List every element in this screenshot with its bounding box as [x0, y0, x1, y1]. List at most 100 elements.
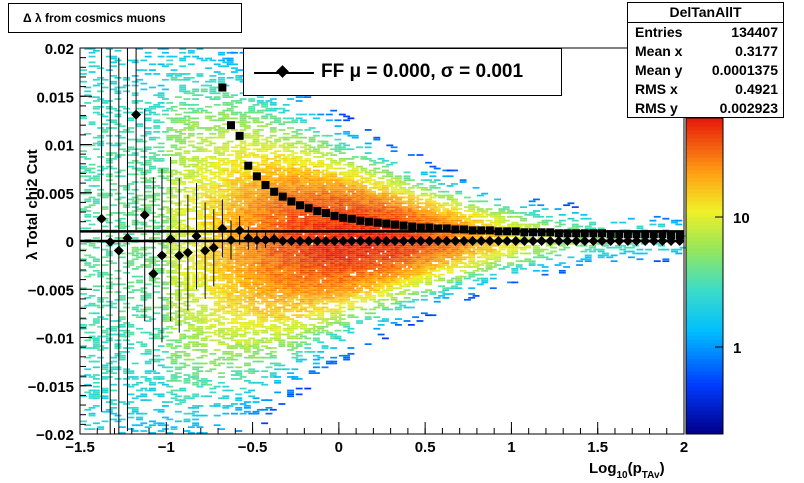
heatmap-cell	[213, 148, 221, 151]
heatmap-cell	[274, 258, 282, 261]
heatmap-cell	[213, 212, 221, 214]
heatmap-cell	[338, 295, 346, 297]
heatmap-cell	[351, 246, 359, 249]
heatmap-cell	[157, 167, 165, 170]
heatmap-cell	[269, 281, 277, 284]
heatmap-cell	[347, 210, 355, 212]
heatmap-cell	[304, 300, 312, 303]
heatmap-cell	[166, 269, 174, 272]
heatmap-cell	[239, 152, 247, 154]
heatmap-cell	[239, 119, 247, 122]
heatmap-cell	[88, 65, 96, 68]
heatmap-cell	[282, 142, 290, 145]
heatmap-cell	[282, 275, 290, 278]
heatmap-cell	[187, 376, 195, 378]
heatmap-cell	[317, 295, 325, 297]
heatmap-cell	[209, 156, 217, 158]
heatmap-cell	[80, 73, 87, 75]
heatmap-cell	[278, 341, 286, 344]
heatmap-cell	[200, 185, 208, 187]
heatmap-cell	[200, 254, 208, 257]
heatmap-cell	[261, 158, 269, 160]
heatmap-cell	[218, 146, 225, 149]
heatmap-cell	[312, 183, 320, 185]
heatmap-cell	[235, 393, 243, 396]
heatmap-cell	[256, 198, 264, 201]
heatmap-cell	[114, 142, 122, 145]
heatmap-cell	[274, 320, 282, 322]
heatmap-cell	[196, 264, 204, 266]
heatmap-cell	[114, 343, 122, 346]
heatmap-cell	[269, 173, 277, 176]
heatmap-cell	[118, 310, 126, 313]
heatmap-cell	[304, 279, 312, 282]
heatmap-cell	[287, 285, 294, 288]
heatmap-cell	[170, 73, 178, 75]
heatmap-cell	[200, 260, 208, 263]
heatmap-cell	[140, 296, 148, 299]
heatmap-cell	[304, 148, 312, 151]
heatmap-cell	[114, 175, 122, 178]
heatmap-cell	[105, 213, 113, 216]
heatmap-cell	[174, 264, 182, 266]
heatmap-cell	[235, 221, 243, 224]
heatmap-cell	[222, 358, 230, 361]
heatmap-cell	[153, 285, 161, 288]
heatmap-cell	[209, 271, 217, 274]
heatmap-cell	[312, 252, 320, 255]
heatmap-cell	[274, 242, 282, 245]
heatmap-cell	[252, 295, 260, 297]
heatmap-cell	[183, 312, 191, 315]
heatmap-cell	[334, 204, 342, 207]
heatmap-cell	[196, 185, 204, 187]
heatmap-cell	[170, 159, 178, 162]
heatmap-cell	[222, 103, 230, 106]
heatmap-cell	[334, 287, 342, 290]
heatmap-cell	[330, 268, 338, 270]
heatmap-cell	[291, 250, 299, 253]
heatmap-cell	[218, 341, 225, 344]
heatmap-cell	[196, 221, 204, 224]
heatmap-cell	[291, 179, 299, 181]
heatmap-cell	[196, 432, 204, 434]
heatmap-cell	[187, 198, 195, 201]
heatmap-cell	[179, 246, 187, 249]
heatmap-cell	[226, 405, 234, 407]
heatmap-cell	[235, 181, 243, 183]
heatmap-cell	[174, 389, 182, 392]
heatmap-cell	[364, 312, 372, 315]
heatmap-cell	[114, 345, 122, 347]
heatmap-cell	[179, 90, 187, 93]
heatmap-cell	[222, 142, 230, 145]
heatmap-cell	[218, 291, 225, 293]
heatmap-cell	[261, 179, 269, 181]
heatmap-cell	[226, 254, 234, 257]
heatmap-cell	[304, 233, 312, 236]
heatmap-cell	[153, 393, 161, 396]
heatmap-cell	[196, 283, 204, 286]
heatmap-cell	[248, 254, 256, 257]
heatmap-cell	[213, 217, 221, 220]
heatmap-cell	[92, 185, 100, 187]
heatmap-cell	[261, 345, 269, 347]
heatmap-cell	[291, 167, 299, 170]
heatmap-cell	[114, 420, 122, 423]
heatmap-cell	[278, 275, 286, 278]
heatmap-cell	[308, 370, 316, 373]
heatmap-cell	[256, 156, 264, 158]
heatmap-cell	[157, 269, 165, 272]
heatmap-cell	[325, 285, 333, 288]
heatmap-cell	[312, 179, 320, 181]
heatmap-cell	[351, 156, 359, 158]
heatmap-cell	[105, 250, 113, 253]
heatmap-cell	[364, 256, 372, 259]
heatmap-cell	[235, 397, 243, 400]
heatmap-cell	[239, 117, 247, 120]
heatmap-cell	[252, 273, 260, 276]
heatmap-cell	[222, 397, 230, 400]
heatmap-cell	[226, 291, 234, 293]
heatmap-cell	[300, 219, 307, 222]
heatmap-cell	[265, 366, 273, 369]
heatmap-cell	[136, 341, 143, 344]
heatmap-cell	[166, 217, 174, 220]
